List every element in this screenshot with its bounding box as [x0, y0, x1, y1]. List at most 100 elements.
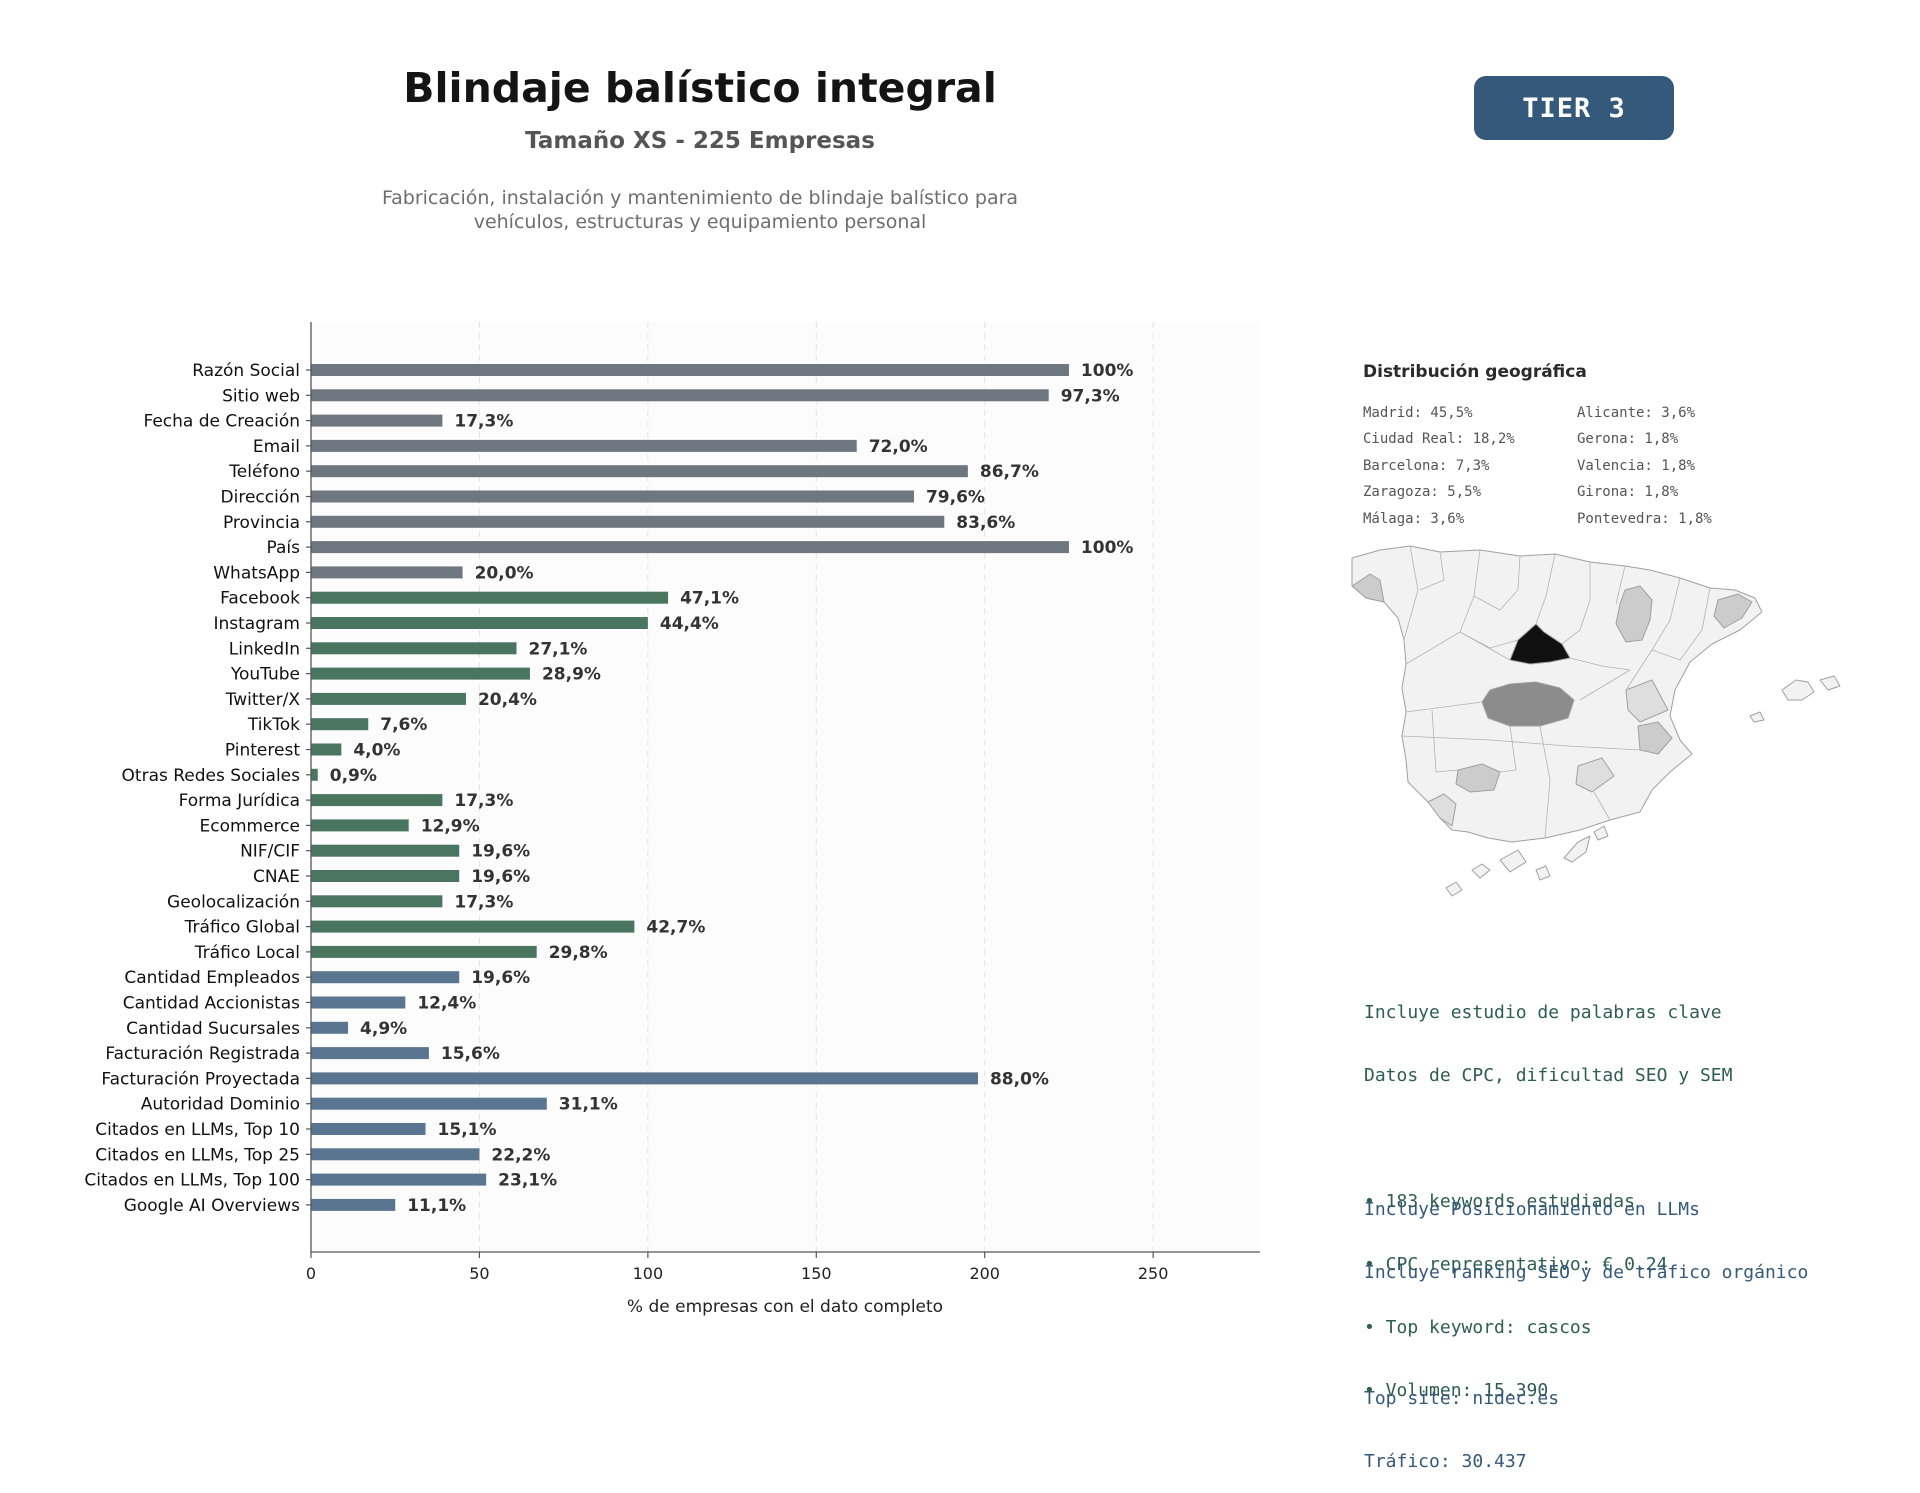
tier-badge: TIER 3	[1474, 76, 1674, 140]
llm-traffic: Tráfico: 30.437	[1364, 1451, 1527, 1472]
bar-value-label: 11,1%	[407, 1196, 466, 1216]
bar-value-label: 79,6%	[926, 488, 985, 508]
province-almeria	[1575, 757, 1615, 793]
category-label: Cantidad Accionistas	[123, 994, 300, 1014]
category-label: Pinterest	[225, 741, 300, 761]
x-axis-label: % de empresas con el dato completo	[627, 1297, 943, 1317]
province-valencia	[1625, 679, 1669, 723]
bar	[311, 617, 648, 629]
category-label: Tráfico Global	[184, 918, 300, 938]
geo-item: Madrid: 45,5%	[1363, 405, 1473, 421]
province-alicante	[1637, 721, 1673, 755]
x-tick-label: 100	[633, 1264, 664, 1283]
category-label: Cantidad Empleados	[124, 968, 300, 988]
bar-value-label: 4,0%	[353, 741, 400, 761]
bar	[311, 1198, 396, 1211]
geo-item: Málaga: 3,6%	[1363, 510, 1465, 527]
category-label: Facturación Registrada	[105, 1044, 300, 1064]
bar-value-label: 17,3%	[454, 791, 513, 811]
geo-item: Barcelona: 7,3%	[1363, 457, 1490, 474]
bar-value-label: 31,1%	[559, 1095, 618, 1115]
category-label: Instagram	[214, 614, 301, 634]
bar-value-label: 100%	[1081, 361, 1134, 381]
x-tick-label: 150	[801, 1264, 832, 1283]
bar-value-label: 17,3%	[454, 412, 513, 432]
category-label: Ecommerce	[200, 816, 301, 836]
x-tick-label: 250	[1138, 1264, 1169, 1283]
province-borders	[1401, 545, 1711, 839]
category-label: CNAE	[253, 867, 300, 887]
category-label: Citados en LLMs, Top 10	[95, 1120, 300, 1140]
bar-value-label: 23,1%	[498, 1171, 557, 1191]
province-malaga	[1455, 763, 1501, 793]
province-galicia	[1351, 573, 1385, 603]
geo-item: Gerona: 1,8%	[1577, 431, 1679, 448]
category-label: Email	[253, 437, 300, 457]
description-line-1: Fabricación, instalación y mantenimiento…	[381, 187, 1019, 209]
bar	[311, 1123, 426, 1135]
bar-value-label: 72,0%	[869, 437, 928, 457]
bar	[311, 794, 443, 807]
category-label: Cantidad Sucursales	[126, 1019, 300, 1039]
category-label: Otras Redes Sociales	[122, 766, 301, 786]
bar	[311, 920, 635, 933]
bar-value-label: 29,8%	[549, 943, 608, 963]
canary-islands	[1445, 825, 1609, 897]
description-line-2: vehículos, estructuras y equipamiento pe…	[473, 211, 927, 233]
bar	[311, 591, 669, 604]
bar-value-label: 100%	[1081, 538, 1134, 558]
bar-value-label: 44,4%	[660, 614, 719, 634]
bar	[311, 1021, 349, 1034]
bar	[311, 1148, 480, 1161]
keywords-bullet-count: • 183 keywords estudiadas	[1364, 1191, 1635, 1212]
llm-line-2: Incluye ranking SEO y de tráfico orgánic…	[1364, 1262, 1809, 1283]
category-label: Autoridad Dominio	[141, 1095, 300, 1115]
bar	[311, 996, 406, 1009]
x-tick-label: 0	[306, 1264, 316, 1283]
bar	[311, 439, 857, 452]
bar-value-label: 47,1%	[680, 589, 739, 609]
x-tick-label: 200	[969, 1264, 1000, 1283]
bar-value-label: 86,7%	[980, 462, 1039, 482]
bar	[311, 895, 443, 908]
province-ciudad-real	[1481, 681, 1575, 727]
bar	[311, 971, 460, 984]
category-label: NIF/CIF	[240, 842, 300, 862]
bar	[311, 1097, 547, 1110]
bar	[311, 819, 409, 832]
geo-item: Pontevedra: 1,8%	[1577, 510, 1712, 527]
bar	[311, 844, 460, 857]
category-label: Fecha de Creación	[143, 412, 300, 432]
bar	[311, 389, 1049, 402]
bar-value-label: 0,9%	[330, 766, 377, 786]
bar-value-label: 15,1%	[438, 1120, 497, 1140]
sector-description: Fabricación, instalación y mantenimiento…	[300, 186, 1100, 234]
bar	[311, 1047, 429, 1060]
spain-province-map	[1351, 545, 1841, 897]
category-label: Dirección	[221, 488, 300, 508]
category-label: Forma Jurídica	[179, 791, 300, 811]
bar	[311, 1173, 487, 1186]
keywords-bullet-top: • Top keyword: cascos	[1364, 1317, 1592, 1338]
geo-item: Zaragoza: 5,5%	[1363, 484, 1482, 501]
llm-top-site: Top site: nidec.es	[1364, 1388, 1560, 1409]
bar	[311, 566, 463, 579]
category-label: LinkedIn	[229, 639, 300, 659]
province-zaragoza	[1615, 585, 1653, 643]
bar-value-label: 22,2%	[491, 1145, 550, 1165]
bar	[311, 541, 1069, 554]
geo-item: Alicante: 3,6%	[1577, 405, 1696, 421]
category-label: WhatsApp	[213, 563, 300, 583]
bar-value-label: 42,7%	[646, 918, 705, 938]
bar	[311, 743, 342, 756]
category-label: TikTok	[247, 715, 300, 735]
bar	[311, 414, 443, 427]
keywords-line-1: Incluye estudio de palabras clave	[1364, 1002, 1722, 1023]
geo-distribution-title: Distribución geográfica	[1363, 362, 1587, 382]
llm-line-1: Incluye Posicionamiento en LLMs	[1364, 1199, 1700, 1220]
bar	[311, 768, 318, 781]
keywords-line-2: Datos de CPC, dificultad SEO y SEM	[1364, 1065, 1733, 1086]
bar	[311, 465, 968, 478]
category-label: Google AI Overviews	[124, 1196, 300, 1216]
province-barcelona	[1713, 593, 1753, 629]
